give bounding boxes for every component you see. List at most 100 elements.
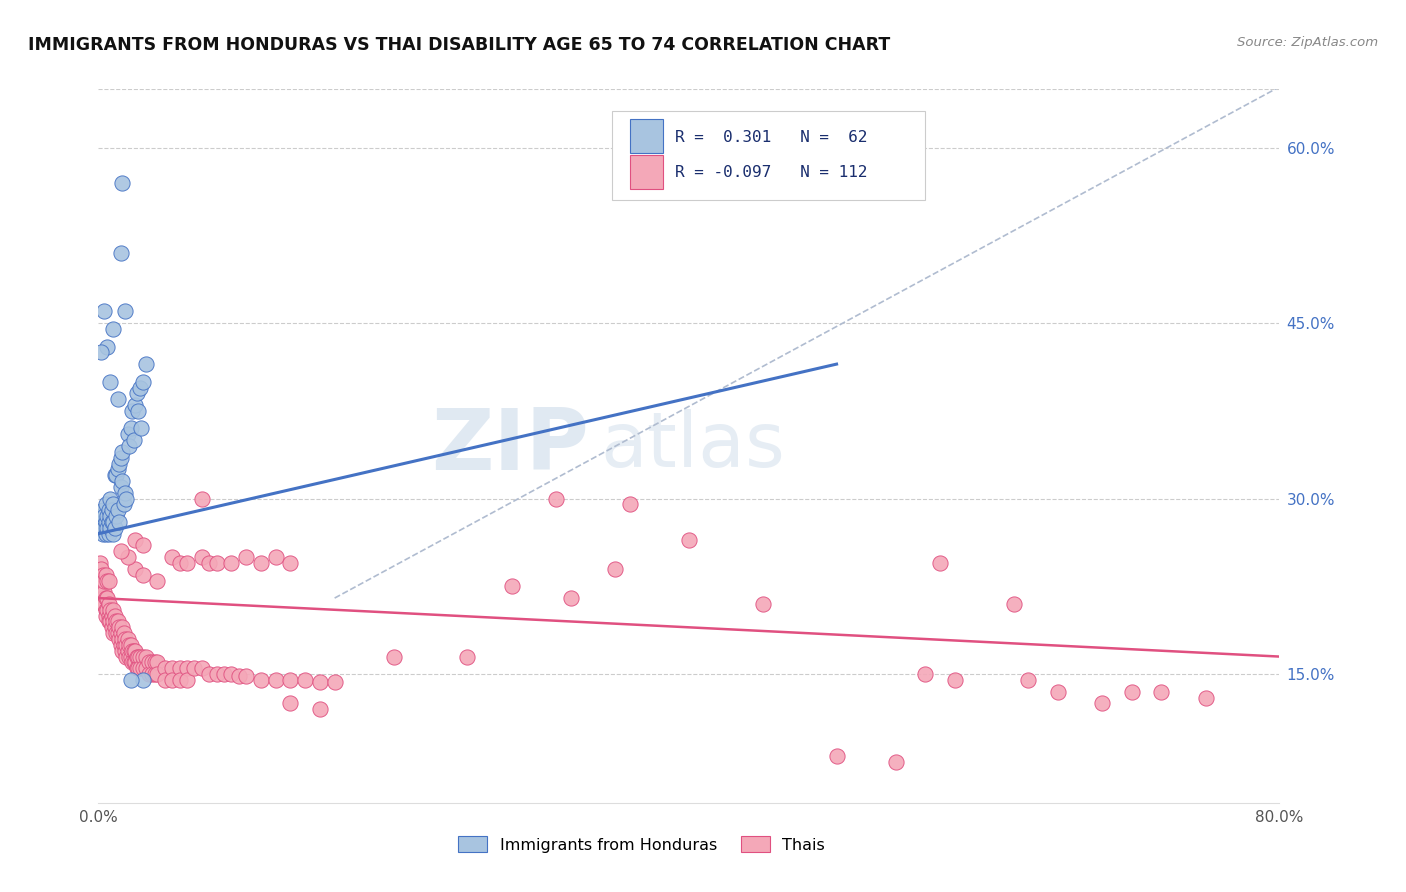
Point (132, 567, 155, 582)
Point (98, 603, 121, 617)
Point (117, 550, 139, 565)
Point (112, 498, 135, 512)
Point (678, 533, 700, 547)
Point (1017, 673, 1039, 687)
Point (97, 608, 120, 623)
Point (1195, 690, 1218, 705)
Point (105, 615, 128, 629)
Point (96, 340, 118, 354)
Point (110, 544, 132, 558)
Point (124, 533, 146, 547)
Point (91, 567, 114, 582)
Point (117, 632, 139, 646)
Point (146, 656, 169, 670)
Point (93, 585, 115, 599)
Point (96, 521, 118, 535)
Point (501, 579, 523, 593)
Point (1046, 684, 1069, 698)
Point (1121, 684, 1143, 698)
Point (110, 638, 132, 652)
Point (605, 562, 627, 576)
Point (250, 673, 273, 687)
Point (128, 649, 150, 664)
Point (118, 638, 141, 652)
Point (112, 638, 135, 652)
Point (122, 656, 145, 670)
Point (124, 656, 146, 670)
Point (323, 675, 346, 690)
Point (135, 649, 157, 664)
Point (90, 562, 112, 576)
Point (104, 468, 127, 483)
Point (153, 673, 176, 687)
Point (382, 649, 405, 664)
Point (138, 656, 160, 670)
Point (96, 603, 118, 617)
Text: R =  0.301   N =  62: R = 0.301 N = 62 (675, 129, 868, 145)
Point (97, 503, 120, 517)
Point (132, 661, 155, 675)
Point (91, 597, 114, 611)
Point (132, 375, 155, 389)
Point (129, 421, 152, 435)
Point (278, 556, 302, 570)
Point (162, 550, 183, 565)
Point (97, 515, 120, 529)
Point (228, 669, 250, 683)
Point (94, 498, 117, 512)
Point (117, 644, 139, 658)
Point (132, 673, 155, 687)
Point (98, 375, 121, 389)
Point (560, 591, 582, 605)
Point (91, 579, 114, 593)
Point (89, 556, 111, 570)
Point (235, 669, 257, 683)
Point (98, 491, 121, 506)
Point (914, 667, 936, 681)
Point (198, 556, 221, 570)
Point (91, 591, 114, 605)
Point (219, 556, 242, 570)
Point (751, 597, 773, 611)
Point (183, 661, 205, 675)
Point (135, 357, 157, 371)
Point (105, 468, 128, 483)
Point (105, 509, 128, 524)
Point (94, 567, 117, 582)
Point (108, 620, 131, 634)
Point (294, 673, 316, 687)
Point (104, 521, 127, 535)
Point (121, 656, 143, 670)
Point (176, 661, 198, 675)
Point (456, 649, 478, 664)
Point (309, 675, 332, 690)
Point (205, 556, 228, 570)
Point (93, 597, 115, 611)
Point (122, 433, 145, 447)
Point (219, 667, 242, 681)
Point (115, 638, 138, 652)
Point (96, 574, 118, 588)
Point (121, 404, 143, 418)
Point (205, 667, 228, 681)
Point (94, 526, 117, 541)
Point (110, 480, 132, 494)
Point (191, 550, 214, 565)
Point (112, 626, 135, 640)
Point (100, 620, 122, 634)
Point (110, 246, 132, 260)
Point (111, 176, 134, 190)
Point (212, 667, 235, 681)
Point (132, 649, 155, 664)
Point (103, 498, 125, 512)
Text: atlas: atlas (600, 409, 785, 483)
Point (103, 626, 125, 640)
Point (120, 649, 142, 664)
Point (94, 515, 117, 529)
Point (110, 626, 132, 640)
Point (825, 749, 848, 764)
Point (107, 626, 129, 640)
Point (111, 445, 134, 459)
Point (264, 550, 287, 565)
Point (127, 661, 149, 675)
